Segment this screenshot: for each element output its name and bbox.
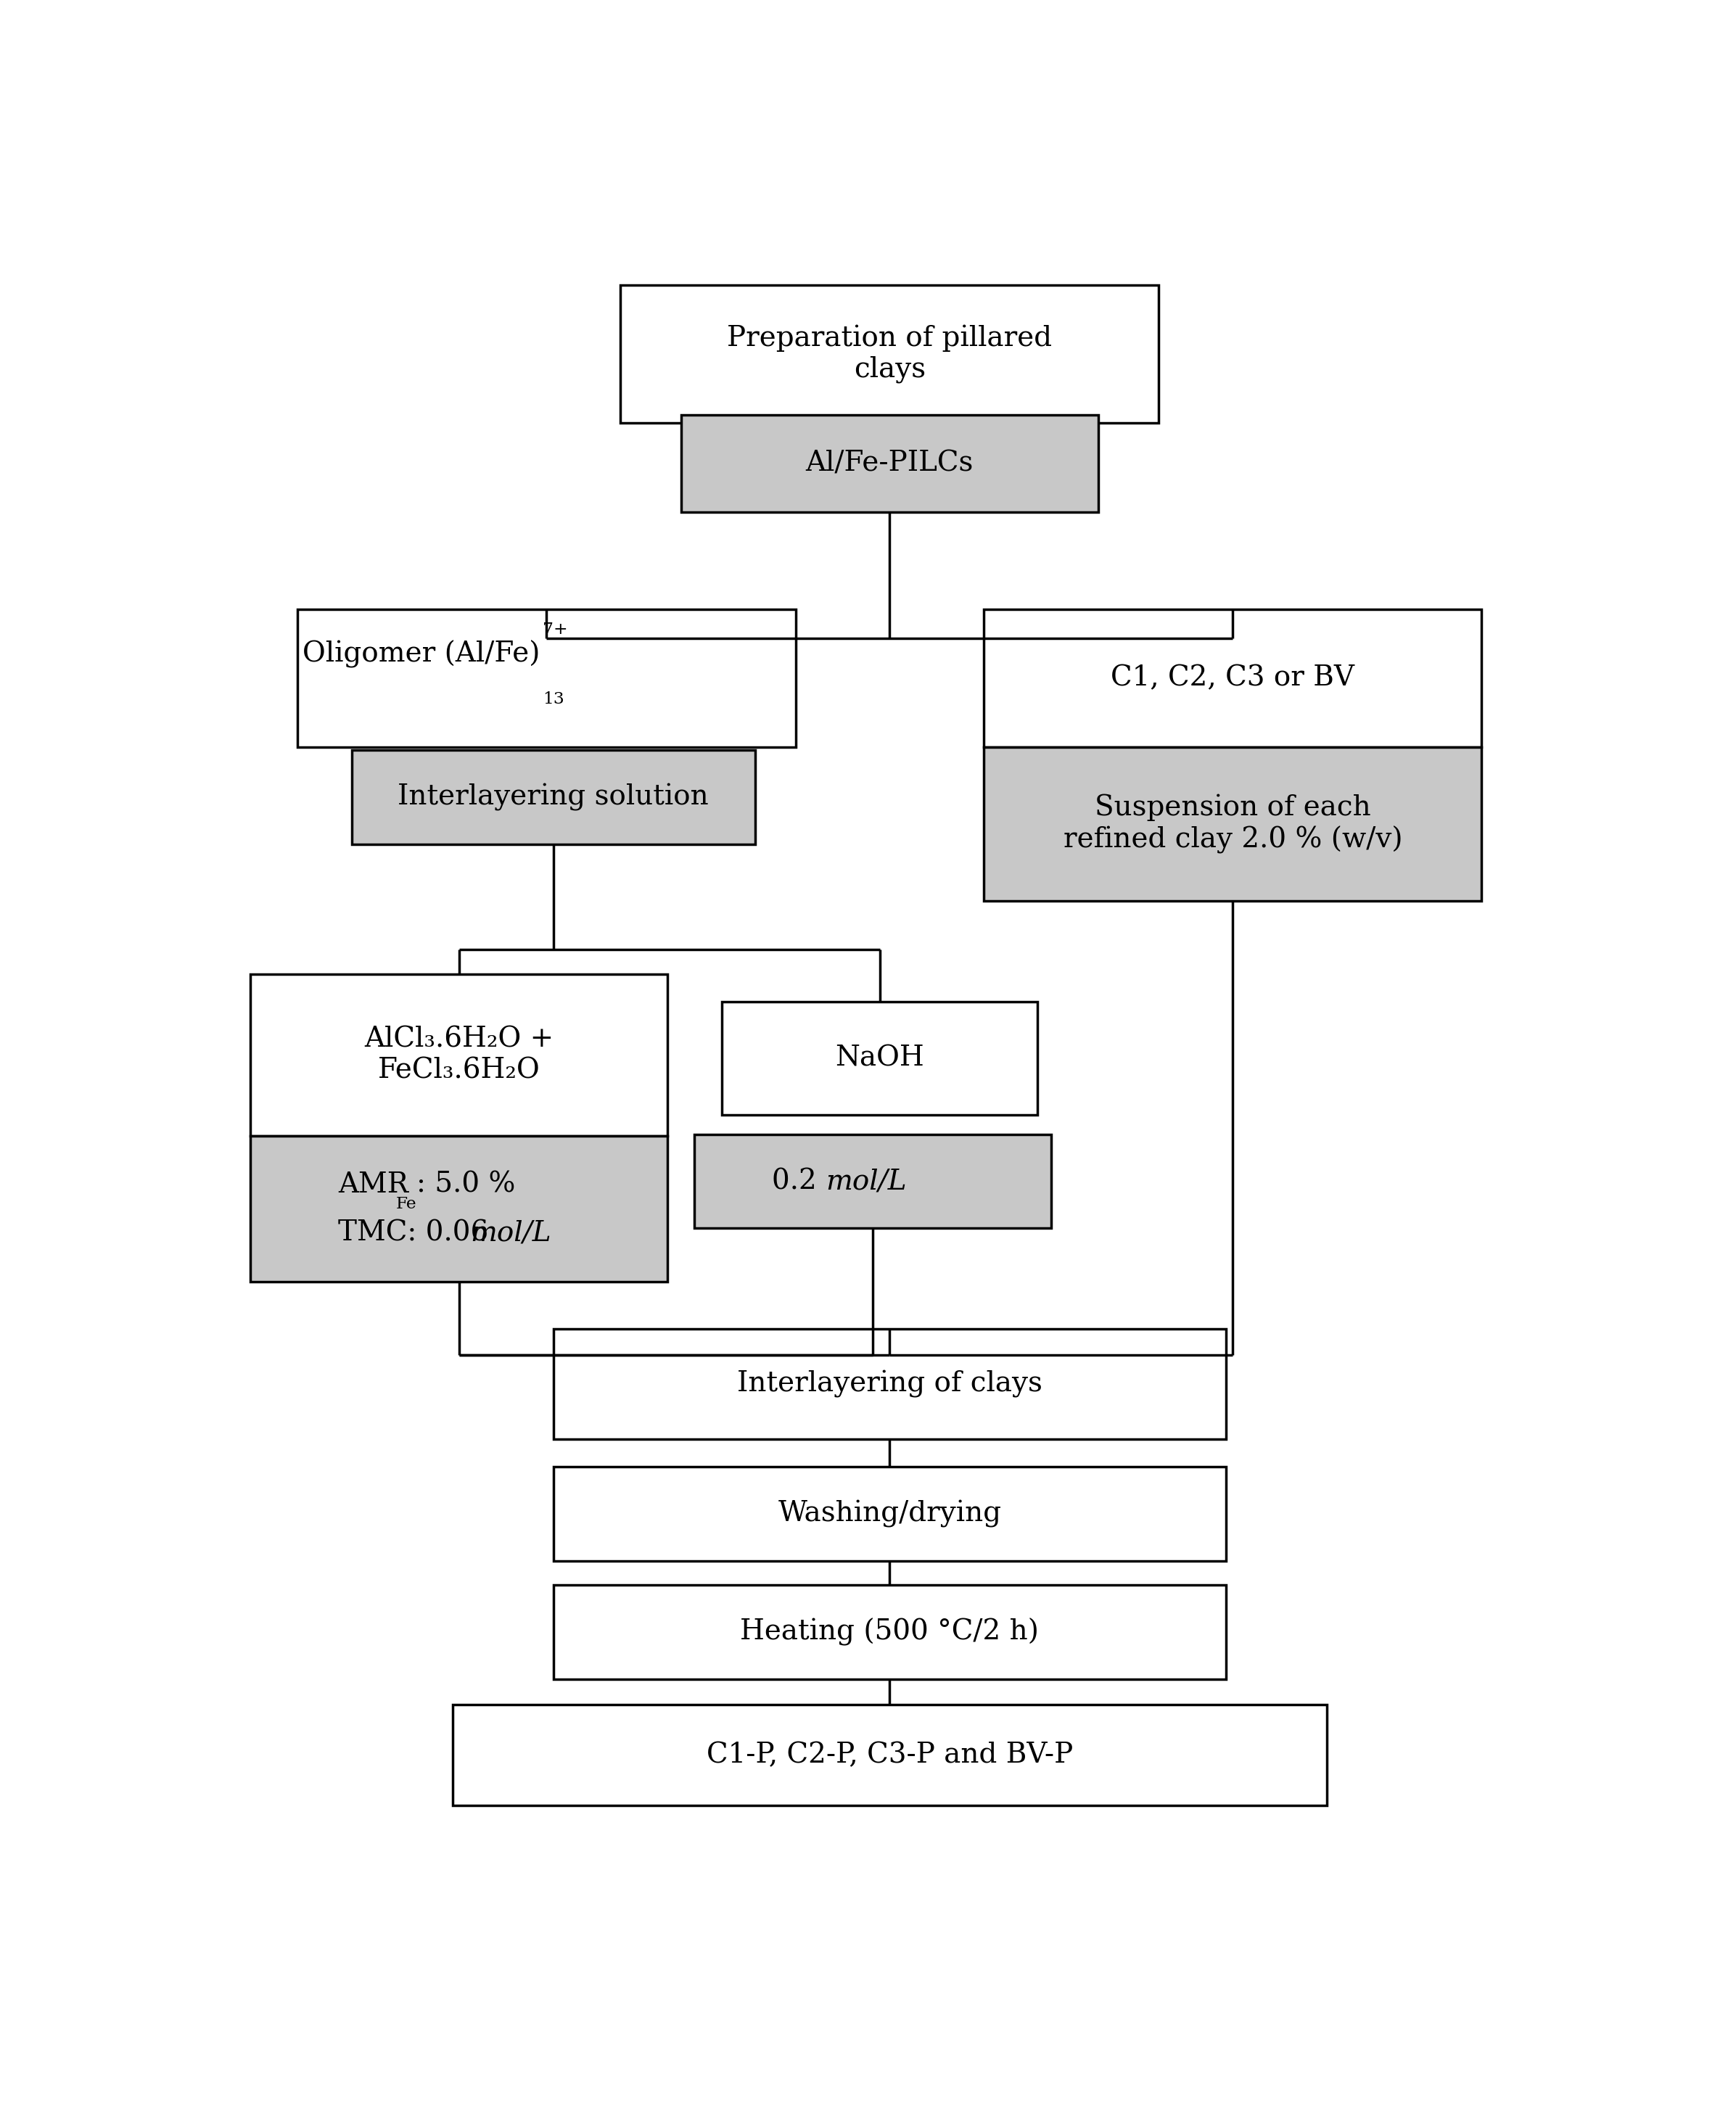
Text: C1-P, C2-P, C3-P and BV-P: C1-P, C2-P, C3-P and BV-P <box>707 1741 1073 1768</box>
Text: 0.2: 0.2 <box>773 1168 826 1196</box>
Text: Fe: Fe <box>396 1196 417 1212</box>
FancyBboxPatch shape <box>250 975 668 1137</box>
Text: Interlayering of clays: Interlayering of clays <box>738 1370 1042 1398</box>
Text: Heating (500 °C/2 h): Heating (500 °C/2 h) <box>740 1619 1040 1646</box>
Text: mol/L: mol/L <box>470 1219 550 1246</box>
Text: mol/L: mol/L <box>826 1168 906 1196</box>
FancyBboxPatch shape <box>554 1585 1226 1680</box>
FancyBboxPatch shape <box>984 747 1483 901</box>
FancyBboxPatch shape <box>453 1705 1326 1806</box>
Text: Suspension of each
refined clay 2.0 % (w/v): Suspension of each refined clay 2.0 % (w… <box>1062 794 1403 855</box>
Text: 7+: 7+ <box>543 621 568 638</box>
Text: Al/Fe-PILCs: Al/Fe-PILCs <box>806 450 974 476</box>
FancyBboxPatch shape <box>681 415 1099 512</box>
FancyBboxPatch shape <box>694 1135 1052 1229</box>
Text: AlCl₃.6H₂O +
FeCl₃.6H₂O: AlCl₃.6H₂O + FeCl₃.6H₂O <box>365 1025 554 1084</box>
Text: C1, C2, C3 or BV: C1, C2, C3 or BV <box>1111 665 1354 690</box>
Text: NaOH: NaOH <box>835 1044 924 1071</box>
Text: Washing/drying: Washing/drying <box>778 1501 1002 1528</box>
Text: Preparation of pillared
clays: Preparation of pillared clays <box>727 324 1052 383</box>
Text: : 5.0 %: : 5.0 % <box>417 1170 516 1198</box>
FancyBboxPatch shape <box>250 1137 668 1282</box>
FancyBboxPatch shape <box>722 1002 1038 1116</box>
Text: AMR: AMR <box>339 1170 408 1198</box>
FancyBboxPatch shape <box>554 1467 1226 1560</box>
Text: Oligomer (Al/Fe): Oligomer (Al/Fe) <box>302 640 540 667</box>
FancyBboxPatch shape <box>984 608 1483 747</box>
FancyBboxPatch shape <box>352 749 755 844</box>
Text: Interlayering solution: Interlayering solution <box>398 783 708 810</box>
FancyBboxPatch shape <box>554 1328 1226 1440</box>
FancyBboxPatch shape <box>621 284 1160 423</box>
Text: 13: 13 <box>543 690 564 707</box>
Text: TMC: 0.06: TMC: 0.06 <box>339 1219 498 1246</box>
FancyBboxPatch shape <box>299 608 795 747</box>
